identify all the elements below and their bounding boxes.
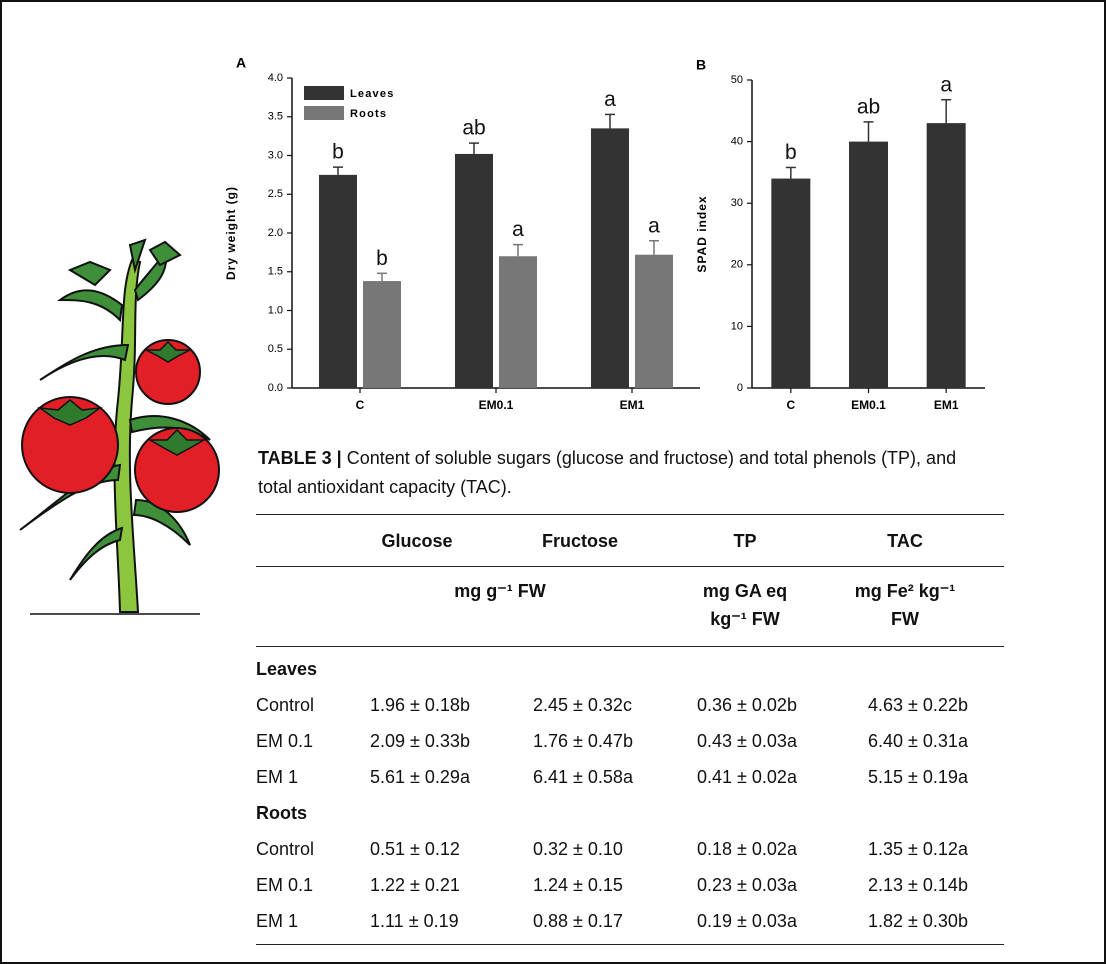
significance-letter: a (604, 88, 616, 111)
x-tick-label: EM0.1 (479, 398, 514, 412)
table-cell: 4.63 ± 0.22b (868, 695, 968, 716)
table-cell: 1.82 ± 0.30b (868, 911, 968, 932)
group-label: Leaves (256, 659, 317, 680)
y-tick-label: 20 (731, 259, 743, 271)
significance-letter: a (648, 214, 660, 237)
x-tick-label: EM1 (934, 398, 959, 412)
legend-swatch (304, 106, 344, 120)
column-header: Glucose (347, 527, 487, 555)
column-header: TP (675, 527, 815, 555)
table-cell: 6.40 ± 0.31a (868, 731, 968, 752)
table-cell: 0.36 ± 0.02b (697, 695, 797, 716)
table-cell: 6.41 ± 0.58a (533, 767, 633, 788)
x-tick-label: EM1 (620, 398, 645, 412)
table-cell: 1.96 ± 0.18b (370, 695, 470, 716)
table-cell: 0.23 ± 0.03a (697, 875, 797, 896)
panel-label: A (236, 55, 246, 71)
row-label: EM 1 (256, 767, 298, 788)
x-tick-label: C (786, 398, 795, 412)
significance-letter: ab (462, 117, 485, 140)
row-label: Control (256, 839, 314, 860)
x-tick-label: EM0.1 (851, 398, 886, 412)
tomato-plant (20, 240, 219, 612)
y-tick-label: 3.0 (268, 149, 283, 161)
y-axis-label: Dry weight (g) (224, 186, 238, 280)
bar (635, 255, 673, 388)
table-cell: 0.19 ± 0.03a (697, 911, 797, 932)
bar (849, 142, 888, 388)
row-label: EM 0.1 (256, 875, 313, 896)
x-tick-label: C (356, 398, 365, 412)
row-label: EM 0.1 (256, 731, 313, 752)
y-tick-label: 10 (731, 320, 743, 332)
bar (591, 128, 629, 388)
bar (363, 281, 401, 388)
y-tick-label: 4.0 (268, 72, 283, 84)
table-cell: 1.35 ± 0.12a (868, 839, 968, 860)
table-cell: 2.13 ± 0.14b (868, 875, 968, 896)
y-tick-label: 1.5 (268, 266, 283, 278)
table-cell: 5.15 ± 0.19a (868, 767, 968, 788)
caption-text: Content of soluble sugars (glucose and f… (258, 448, 956, 497)
table-cell: 5.61 ± 0.29a (370, 767, 470, 788)
table-cell: 0.51 ± 0.12 (370, 839, 460, 860)
significance-letter: b (376, 247, 388, 270)
column-header: Fructose (510, 527, 650, 555)
bar (455, 154, 493, 388)
y-tick-label: 2.0 (268, 227, 283, 239)
table-cell: 1.24 ± 0.15 (533, 875, 623, 896)
table-cell: 1.76 ± 0.47b (533, 731, 633, 752)
group-label: Roots (256, 803, 307, 824)
y-tick-label: 0.5 (268, 343, 283, 355)
y-tick-label: 0 (737, 382, 743, 394)
unit-header: mg Fe² kg⁻¹ FW (841, 577, 969, 633)
significance-letter: ab (857, 95, 880, 118)
table-rule (256, 514, 1004, 515)
table-cell: 2.45 ± 0.32c (533, 695, 632, 716)
table-cell: 0.43 ± 0.03a (697, 731, 797, 752)
y-tick-label: 0.0 (268, 382, 283, 394)
table-rule (256, 944, 1004, 945)
table-rule (256, 646, 1004, 647)
unit-header: mg g⁻¹ FW (410, 577, 590, 605)
table-cell: 0.88 ± 0.17 (533, 911, 623, 932)
y-tick-label: 50 (731, 74, 743, 86)
table-cell: 1.11 ± 0.19 (370, 911, 459, 932)
y-axis-label: SPAD index (695, 195, 709, 272)
bar (319, 175, 357, 388)
y-tick-label: 30 (731, 197, 743, 209)
row-label: Control (256, 695, 314, 716)
column-header: TAC (835, 527, 975, 555)
bar (927, 123, 966, 388)
table-cell: 1.22 ± 0.21 (370, 875, 460, 896)
significance-letter: b (785, 141, 797, 164)
bar (499, 256, 537, 388)
y-tick-label: 3.5 (268, 111, 283, 123)
table-cell: 0.32 ± 0.10 (533, 839, 623, 860)
unit-header: mg GA eq kg⁻¹ FW (686, 577, 804, 633)
legend-label: Roots (350, 108, 387, 120)
y-tick-label: 2.5 (268, 188, 283, 200)
significance-letter: a (512, 218, 524, 241)
row-label: EM 1 (256, 911, 298, 932)
table-rule (256, 566, 1004, 567)
caption-label: TABLE 3 | (258, 448, 342, 468)
significance-letter: b (332, 141, 344, 164)
legend-swatch (304, 86, 344, 100)
panel-label: B (696, 57, 706, 73)
table-cell: 0.41 ± 0.02a (697, 767, 797, 788)
bar (771, 179, 810, 388)
page: A Dry weight (g) 0.0 0.5 1.0 1.5 2.0 2.5 3.0 3.5 4… (0, 0, 1106, 948)
table-cell: 0.18 ± 0.02a (697, 839, 797, 860)
legend-label: Leaves (350, 88, 395, 100)
significance-letter: a (940, 73, 952, 96)
table-caption: TABLE 3 | Content of soluble sugars (glu… (258, 444, 988, 502)
y-tick-label: 40 (731, 136, 743, 148)
table-cell: 2.09 ± 0.33b (370, 731, 470, 752)
y-tick-label: 1.0 (268, 304, 283, 316)
